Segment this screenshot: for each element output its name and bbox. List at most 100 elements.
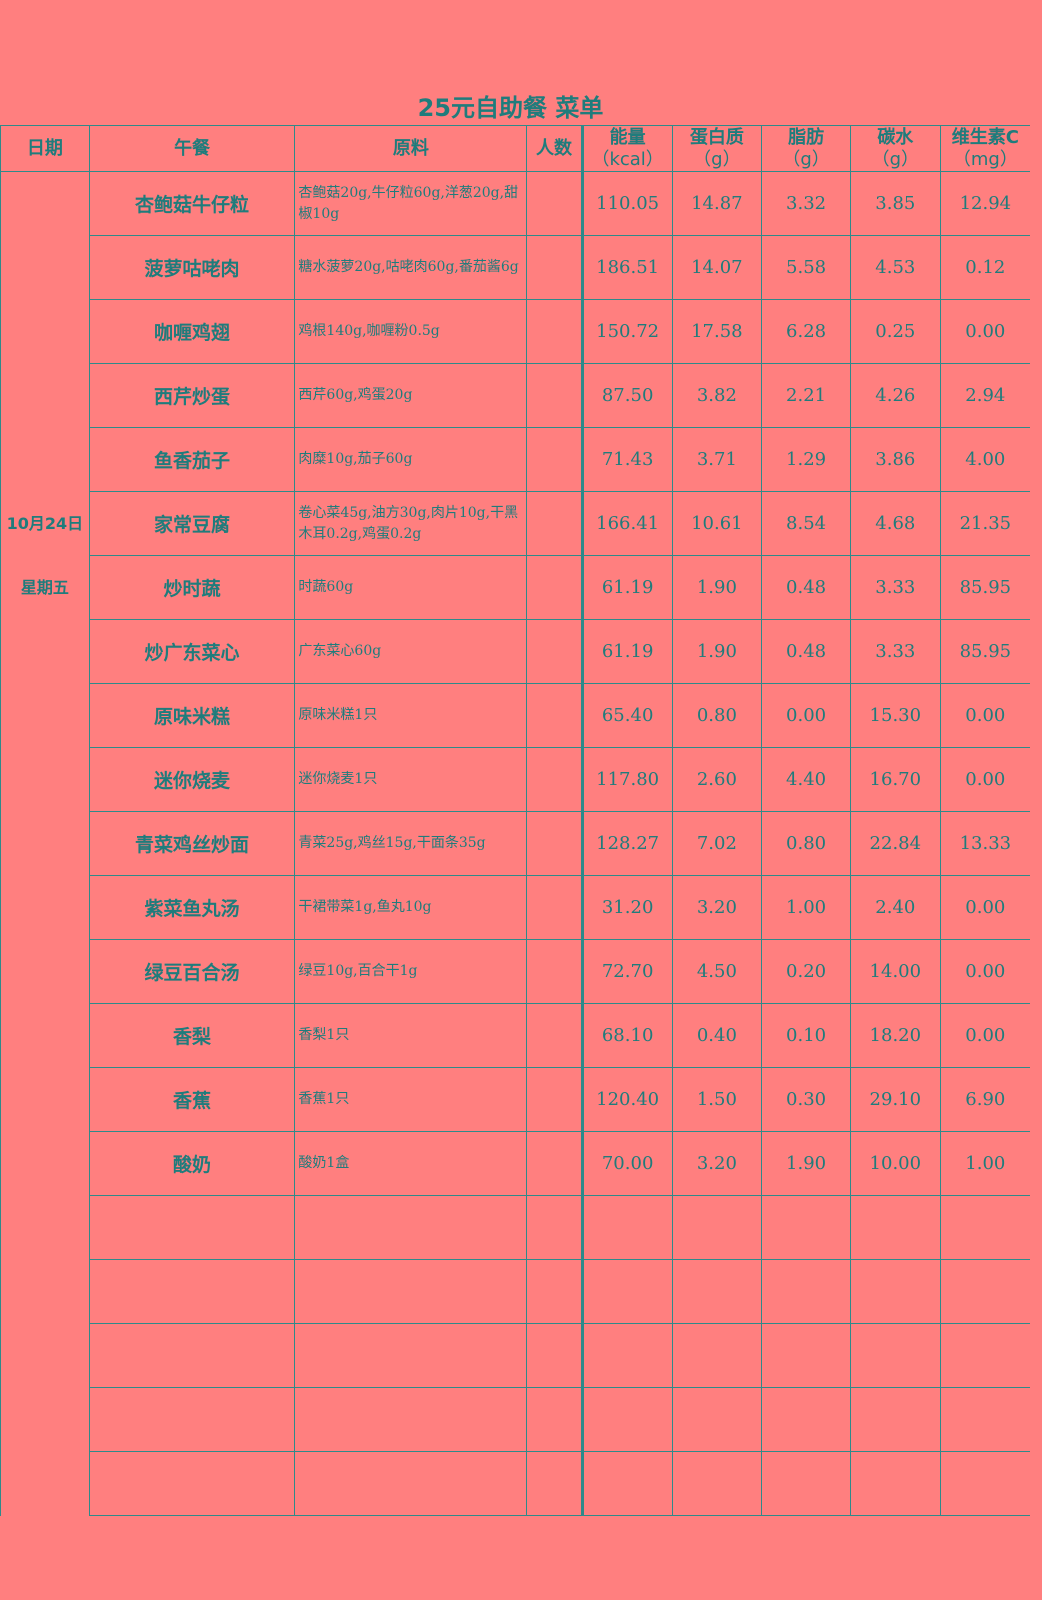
table-row (1, 1259, 1030, 1324)
energy-value (581, 1259, 673, 1324)
people-count[interactable] (526, 683, 584, 748)
fat-value: 2.21 (761, 363, 851, 428)
protein-value: 3.20 (671, 875, 763, 940)
protein-value: 0.80 (671, 683, 763, 748)
people-count[interactable] (526, 811, 584, 876)
energy-value: 87.50 (581, 363, 673, 428)
carbs-value (849, 1259, 941, 1324)
protein-value: 0.40 (671, 1003, 763, 1068)
vitamin-c-value (939, 1259, 1030, 1324)
energy-value: 117.80 (581, 747, 673, 812)
protein-value: 1.90 (671, 619, 763, 684)
vitamin-c-value: 6.90 (939, 1067, 1030, 1132)
fat-value (761, 1195, 851, 1260)
ingredients: 香蕉1只 (294, 1067, 528, 1132)
table-row: 绿豆百合汤 绿豆10g,百合干1g 72.70 4.50 0.20 14.00 0.00 (1, 939, 1030, 1004)
dish-name: 西芹炒蛋 (88, 363, 296, 428)
people-count[interactable] (526, 1451, 584, 1516)
ingredients: 青菜25g,鸡丝15g,干面条35g (294, 811, 528, 876)
people-count[interactable] (526, 171, 584, 236)
energy-value: 186.51 (581, 235, 673, 300)
ingredients (294, 1323, 528, 1388)
people-count[interactable] (526, 491, 584, 556)
vitamin-c-value (939, 1451, 1030, 1516)
fat-value (761, 1451, 851, 1516)
vitamin-c-value: 13.33 (939, 811, 1030, 876)
protein-value: 7.02 (671, 811, 763, 876)
vitamin-c-value: 1.00 (939, 1131, 1030, 1196)
protein-value: 17.58 (671, 299, 763, 364)
date-weekday: 星期五 (20, 578, 69, 597)
protein-value (671, 1323, 763, 1388)
energy-value: 150.72 (581, 299, 673, 364)
people-count[interactable] (526, 1003, 584, 1068)
vitamin-c-value (939, 1387, 1030, 1452)
fat-value: 1.29 (761, 427, 851, 492)
people-count[interactable] (526, 1195, 584, 1260)
people-count[interactable] (526, 747, 584, 812)
dish-name: 酸奶 (88, 1131, 296, 1196)
table-row (1, 1195, 1030, 1260)
people-count[interactable] (526, 1259, 584, 1324)
dish-name (88, 1323, 296, 1388)
energy-value: 61.19 (581, 555, 673, 620)
header-protein: 蛋白质 （g） (671, 125, 763, 172)
ingredients: 迷你烧麦1只 (294, 747, 528, 812)
table-row: 西芹炒蛋 西芹60g,鸡蛋20g 87.50 3.82 2.21 4.26 2.94 (1, 363, 1030, 428)
table-row: 鱼香茄子 肉糜10g,茄子60g 71.43 3.71 1.29 3.86 4.00 (1, 427, 1030, 492)
ingredients: 干裙带菜1g,鱼丸10g (294, 875, 528, 940)
people-count[interactable] (526, 235, 584, 300)
people-count[interactable] (526, 1323, 584, 1388)
people-count[interactable] (526, 1387, 584, 1452)
carbs-value: 29.10 (849, 1067, 941, 1132)
vitamin-c-value (939, 1323, 1030, 1388)
vitamin-c-value: 0.00 (939, 747, 1030, 812)
header-vitamin-c: 维生素C （mg） (939, 125, 1030, 172)
energy-value: 65.40 (581, 683, 673, 748)
dish-name: 紫菜鱼丸汤 (88, 875, 296, 940)
menu-table: 日期 午餐 原料 人数 能量 （kcal） 蛋白质 （g） 脂肪 （g） 碳水 （g） … (0, 125, 1030, 1516)
people-count[interactable] (526, 875, 584, 940)
dish-name: 炒广东菜心 (88, 619, 296, 684)
people-count[interactable] (526, 427, 584, 492)
fat-value: 0.10 (761, 1003, 851, 1068)
ingredients: 杏鲍菇20g,牛仔粒60g,洋葱20g,甜椒10g (294, 171, 528, 236)
dish-name (88, 1451, 296, 1516)
carbs-value: 3.33 (849, 555, 941, 620)
vitamin-c-value: 0.00 (939, 299, 1030, 364)
ingredients (294, 1259, 528, 1324)
energy-value: 120.40 (581, 1067, 673, 1132)
dish-name: 绿豆百合汤 (88, 939, 296, 1004)
carbs-value: 10.00 (849, 1131, 941, 1196)
table-row (1, 1451, 1030, 1516)
carbs-value: 14.00 (849, 939, 941, 1004)
people-count[interactable] (526, 1067, 584, 1132)
people-count[interactable] (526, 363, 584, 428)
fat-value: 8.54 (761, 491, 851, 556)
people-count[interactable] (526, 299, 584, 364)
table-row: 10月24日 星期五 杏鲍菇牛仔粒 杏鲍菇20g,牛仔粒60g,洋葱20g,甜椒10g… (0, 171, 1030, 1516)
vitamin-c-value: 0.00 (939, 683, 1030, 748)
carbs-value: 3.86 (849, 427, 941, 492)
people-count[interactable] (526, 555, 584, 620)
ingredients: 肉糜10g,茄子60g (294, 427, 528, 492)
dish-name: 香蕉 (88, 1067, 296, 1132)
date-day: 10月24日 (6, 514, 84, 533)
carbs-value: 15.30 (849, 683, 941, 748)
people-count[interactable] (526, 939, 584, 1004)
vitamin-c-value: 0.00 (939, 939, 1030, 1004)
dish-name: 迷你烧麦 (88, 747, 296, 812)
table-row: 迷你烧麦 迷你烧麦1只 117.80 2.60 4.40 16.70 0.00 (1, 747, 1030, 812)
table-row: 青菜鸡丝炒面 青菜25g,鸡丝15g,干面条35g 128.27 7.02 0.80 22… (1, 811, 1030, 876)
energy-value: 61.19 (581, 619, 673, 684)
protein-value: 14.87 (671, 171, 763, 236)
energy-value (581, 1323, 673, 1388)
header-date: 日期 (0, 125, 90, 172)
people-count[interactable] (526, 1131, 584, 1196)
protein-value (671, 1451, 763, 1516)
people-count[interactable] (526, 619, 584, 684)
fat-value: 0.48 (761, 619, 851, 684)
vitamin-c-value: 0.00 (939, 875, 1030, 940)
fat-value: 5.58 (761, 235, 851, 300)
protein-value: 3.82 (671, 363, 763, 428)
